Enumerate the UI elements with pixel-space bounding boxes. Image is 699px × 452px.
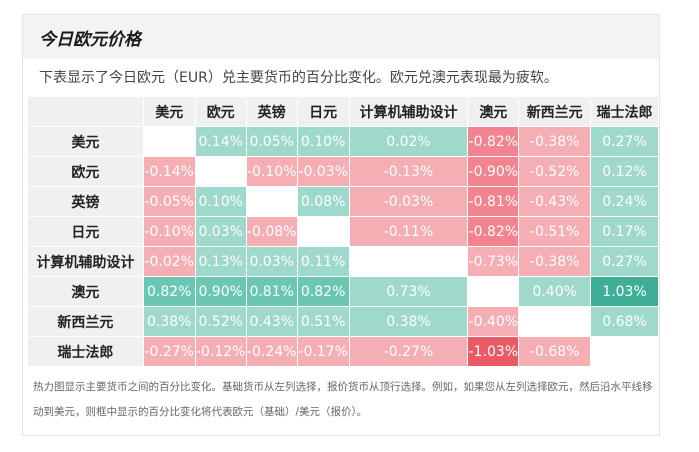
heatmap-cell: 1.03%: [590, 276, 659, 307]
heatmap-cell: -0.82%: [467, 216, 520, 247]
heatmap-cell: -0.27%: [348, 336, 469, 367]
heatmap-cell: 0.03%: [194, 216, 247, 247]
heatmap-corner: [27, 96, 144, 127]
heatmap-header-row: 美元 欧元 英镑 日元 计算机辅助设计 澳元 新西兰元 瑞士法郎: [27, 96, 659, 127]
heatmap-cell: 0.51%: [296, 306, 350, 337]
column-header: 美元: [142, 96, 196, 127]
heatmap-cell: 0.82%: [142, 276, 196, 307]
heatmap-cell: -0.68%: [518, 336, 592, 367]
heatmap-cell: 0.82%: [296, 276, 350, 307]
row-header: 计算机辅助设计: [27, 246, 144, 277]
heatmap-cell: -0.38%: [518, 126, 592, 157]
heatmap-cell: -0.10%: [245, 156, 298, 187]
heatmap-row: 英镑 -0.05% 0.10% 0.08% -0.03% -0.81% -0.43% 0.24…: [27, 186, 659, 217]
heatmap-cell: 0.27%: [590, 246, 659, 277]
heatmap-cell: 0.14%: [194, 126, 247, 157]
column-header: 英镑: [245, 96, 298, 127]
row-header: 澳元: [27, 276, 144, 307]
column-header: 欧元: [194, 96, 247, 127]
heatmap-cell: -0.08%: [245, 216, 298, 247]
heatmap-cell: -0.17%: [296, 336, 350, 367]
heatmap-cell-empty: [296, 216, 350, 247]
row-header: 日元: [27, 216, 144, 247]
heatmap-cell: -0.03%: [296, 156, 350, 187]
heatmap-cell: 0.10%: [296, 126, 350, 157]
heatmap-cell: 0.08%: [296, 186, 350, 217]
euro-price-card: 今日欧元价格 下表显示了今日欧元（EUR）兑主要货币的百分比变化。欧元兑澳元表现…: [22, 14, 660, 436]
heatmap-cell: -0.11%: [348, 216, 469, 247]
card-title: 今日欧元价格: [39, 29, 141, 50]
row-header: 瑞士法郎: [27, 336, 144, 367]
heatmap-cell: -0.81%: [467, 186, 520, 217]
heatmap-cell: 0.81%: [245, 276, 298, 307]
heatmap-cell: 0.40%: [518, 276, 592, 307]
heatmap-row: 新西兰元 0.38% 0.52% 0.43% 0.51% 0.38% -0.40% 0.68%: [27, 306, 659, 337]
heatmap-cell: -0.51%: [518, 216, 592, 247]
heatmap-cell: -0.24%: [245, 336, 298, 367]
card-header: 今日欧元价格: [23, 15, 659, 59]
heatmap-cell: -0.14%: [142, 156, 196, 187]
heatmap-cell-empty: [348, 246, 469, 277]
heatmap-cell: 0.43%: [245, 306, 298, 337]
column-header: 新西兰元: [518, 96, 592, 127]
heatmap-cell: 0.17%: [590, 216, 659, 247]
heatmap-cell: -0.90%: [467, 156, 520, 187]
heatmap-row: 美元 0.14% 0.05% 0.10% 0.02% -0.82% -0.38% 0.27%: [27, 126, 659, 157]
heatmap-cell: -0.02%: [142, 246, 196, 277]
row-header: 新西兰元: [27, 306, 144, 337]
heatmap-cell-empty: [518, 306, 592, 337]
heatmap-cell: 0.52%: [194, 306, 247, 337]
heatmap-cell-empty: [194, 156, 247, 187]
heatmap-cell: 0.13%: [194, 246, 247, 277]
heatmap-cell: -0.05%: [142, 186, 196, 217]
column-header: 计算机辅助设计: [348, 96, 469, 127]
heatmap-cell-empty: [590, 336, 659, 367]
heatmap-cell: -0.40%: [467, 306, 520, 337]
heatmap-row: 欧元 -0.14% -0.10% -0.03% -0.13% -0.90% -0.52% 0.…: [27, 156, 659, 187]
row-header: 欧元: [27, 156, 144, 187]
column-header: 瑞士法郎: [590, 96, 659, 127]
heatmap-cell: 0.68%: [590, 306, 659, 337]
heatmap-cell-empty: [245, 186, 298, 217]
heatmap-row: 计算机辅助设计 -0.02% 0.13% 0.03% 0.11% -0.73% -0.38%…: [27, 246, 659, 277]
currency-heatmap: 美元 欧元 英镑 日元 计算机辅助设计 澳元 新西兰元 瑞士法郎 美元 0.14% 0.05% 0.…: [27, 96, 659, 367]
heatmap-cell: -0.12%: [194, 336, 247, 367]
heatmap-cell: 0.12%: [590, 156, 659, 187]
heatmap-cell: -0.43%: [518, 186, 592, 217]
column-header: 澳元: [467, 96, 520, 127]
heatmap-cell: -0.13%: [348, 156, 469, 187]
heatmap-body: 美元 0.14% 0.05% 0.10% 0.02% -0.82% -0.38% 0.27% 欧…: [27, 126, 659, 367]
heatmap-cell-empty: [142, 126, 196, 157]
heatmap-cell: 0.10%: [194, 186, 247, 217]
heatmap-cell: 0.11%: [296, 246, 350, 277]
heatmap-cell: -0.82%: [467, 126, 520, 157]
heatmap-cell: -0.73%: [467, 246, 520, 277]
heatmap-cell: 0.90%: [194, 276, 247, 307]
heatmap-cell: 0.38%: [142, 306, 196, 337]
heatmap-cell: -0.03%: [348, 186, 469, 217]
heatmap-cell: 0.38%: [348, 306, 469, 337]
heatmap-cell: -1.03%: [467, 336, 520, 367]
row-header: 美元: [27, 126, 144, 157]
heatmap-cell: 0.73%: [348, 276, 469, 307]
column-header: 日元: [296, 96, 350, 127]
card-subtitle: 下表显示了今日欧元（EUR）兑主要货币的百分比变化。欧元兑澳元表现最为疲软。: [39, 70, 558, 86]
row-header: 英镑: [27, 186, 144, 217]
heatmap-row: 瑞士法郎 -0.27% -0.12% -0.24% -0.17% -0.27% -1.03%…: [27, 336, 659, 367]
heatmap-cell: 0.05%: [245, 126, 298, 157]
heatmap-cell: -0.52%: [518, 156, 592, 187]
heatmap-cell: 0.03%: [245, 246, 298, 277]
heatmap-cell: 0.27%: [590, 126, 659, 157]
heatmap-cell: -0.27%: [142, 336, 196, 367]
heatmap-row: 澳元 0.82% 0.90% 0.81% 0.82% 0.73% 0.40% 1.03%: [27, 276, 659, 307]
heatmap-cell: -0.10%: [142, 216, 196, 247]
heatmap-cell: 0.24%: [590, 186, 659, 217]
heatmap-cell: -0.38%: [518, 246, 592, 277]
heatmap-cell-empty: [467, 276, 520, 307]
heatmap-footnote: 热力图显示主要货币之间的百分比变化。基础货币从左列选择，报价货币从顶行选择。例如…: [33, 381, 653, 418]
heatmap-row: 日元 -0.10% 0.03% -0.08% -0.11% -0.82% -0.51% 0.1…: [27, 216, 659, 247]
heatmap-cell: 0.02%: [348, 126, 469, 157]
